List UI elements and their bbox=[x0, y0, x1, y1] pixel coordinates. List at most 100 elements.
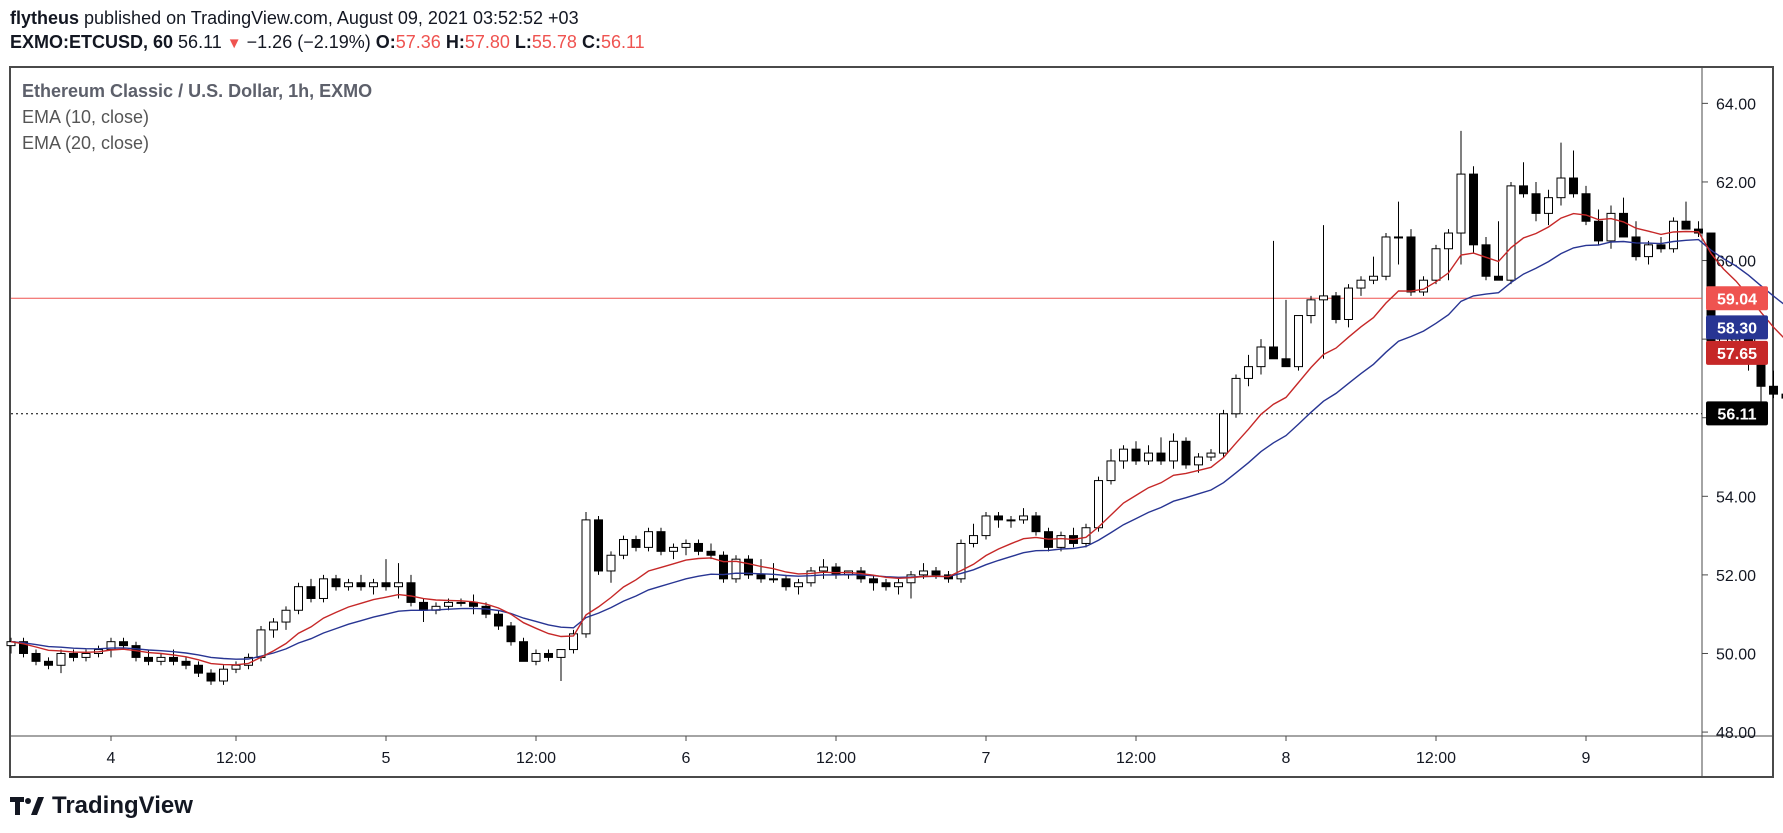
x-tick-label: 12:00 bbox=[1116, 750, 1156, 767]
price-axis-label: 57.65 bbox=[1717, 346, 1757, 363]
last-price: 56.11 bbox=[178, 32, 222, 52]
candle-body bbox=[531, 652, 541, 662]
author-name[interactable]: flytheus bbox=[10, 8, 80, 28]
price-axis-label: 58.30 bbox=[1717, 320, 1757, 337]
footer-branding[interactable]: TradingView bbox=[10, 792, 193, 820]
candle-body bbox=[1294, 315, 1303, 368]
candle-body bbox=[831, 566, 841, 576]
candle-body bbox=[294, 586, 303, 611]
legend-ema10[interactable]: EMA (10, close) bbox=[22, 107, 150, 127]
candle-body bbox=[356, 582, 366, 588]
candle-body bbox=[1256, 346, 1266, 368]
candle-body bbox=[1406, 236, 1416, 293]
candle-body bbox=[156, 656, 166, 662]
candle-body bbox=[819, 566, 828, 572]
candle-body bbox=[519, 641, 528, 662]
candle-body bbox=[1056, 535, 1066, 548]
candle-body bbox=[206, 672, 216, 682]
price-axis-label: 59.04 bbox=[1717, 291, 1757, 308]
candle-body bbox=[1519, 185, 1528, 195]
candle-body bbox=[44, 660, 53, 666]
candle-body bbox=[1169, 440, 1178, 462]
chart-frame[interactable] bbox=[9, 66, 1774, 778]
candle-body bbox=[556, 649, 566, 658]
open-label: O: bbox=[375, 32, 396, 52]
chart-legend: Ethereum Classic / U.S. Dollar, 1h, EXMO… bbox=[22, 78, 372, 156]
x-tick-label: 6 bbox=[682, 750, 691, 767]
candle-body bbox=[494, 613, 503, 627]
candle-body bbox=[506, 625, 516, 643]
candle-body bbox=[931, 570, 941, 576]
candle-body bbox=[1269, 346, 1278, 360]
tradingview-logo-icon bbox=[10, 797, 44, 815]
candle-body bbox=[169, 656, 178, 662]
candle-body bbox=[1281, 358, 1291, 368]
candle-body bbox=[644, 531, 653, 548]
candle-body bbox=[1394, 236, 1403, 239]
candle-body bbox=[781, 578, 791, 588]
x-tick-label: 12:00 bbox=[216, 750, 256, 767]
candle-body bbox=[256, 629, 266, 658]
y-tick-label: 52.00 bbox=[1716, 568, 1756, 585]
candle-body bbox=[319, 578, 328, 599]
candle-body bbox=[1231, 377, 1241, 415]
candle-body bbox=[669, 546, 678, 552]
candle-body bbox=[269, 621, 278, 631]
candle-body bbox=[1556, 177, 1566, 199]
candle-body bbox=[19, 641, 28, 654]
candle-body bbox=[119, 641, 128, 647]
y-tick-label: 60.00 bbox=[1716, 254, 1756, 271]
candle-body bbox=[744, 558, 753, 576]
low-label: L: bbox=[514, 32, 532, 52]
price-axis-label-box bbox=[1706, 286, 1768, 311]
candle-body bbox=[481, 605, 491, 615]
candle-body bbox=[331, 578, 341, 588]
high-label: H: bbox=[445, 32, 465, 52]
price-axis-label-box bbox=[1706, 315, 1768, 340]
candle-body bbox=[1431, 248, 1441, 281]
candle-body bbox=[1644, 244, 1653, 258]
ema10-line bbox=[10, 212, 1783, 666]
candle-body bbox=[1494, 275, 1503, 281]
candle-body bbox=[1581, 193, 1591, 222]
x-tick-label: 12:00 bbox=[1416, 750, 1456, 767]
price-axis-label: 56.11 bbox=[1717, 406, 1756, 423]
candle-body bbox=[1306, 299, 1316, 317]
candle-body bbox=[1619, 212, 1628, 238]
candle-body bbox=[919, 570, 928, 576]
candle-body bbox=[881, 582, 891, 588]
legend-ema20[interactable]: EMA (20, close) bbox=[22, 133, 150, 153]
candle-body bbox=[406, 582, 416, 603]
candle-body bbox=[1194, 456, 1203, 466]
high-value: 57.80 bbox=[464, 32, 510, 52]
price-change: −1.26 (−2.19%) bbox=[246, 32, 371, 52]
candle-body bbox=[869, 578, 878, 584]
close-value: 56.11 bbox=[600, 32, 645, 52]
candle-body bbox=[31, 652, 41, 662]
y-tick-label: 54.00 bbox=[1716, 489, 1756, 506]
candle-body bbox=[369, 582, 378, 588]
legend-title[interactable]: Ethereum Classic / U.S. Dollar, 1h, EXMO bbox=[22, 81, 373, 101]
candle-body bbox=[281, 609, 291, 623]
publish-line: flytheus published on TradingView.com, A… bbox=[10, 6, 645, 30]
candle-body bbox=[1569, 177, 1578, 195]
price-axis-label-box bbox=[1706, 401, 1768, 426]
x-tick-label: 12:00 bbox=[816, 750, 856, 767]
candle-body bbox=[1444, 232, 1453, 250]
candle-body bbox=[1344, 287, 1353, 320]
y-tick-label: 62.00 bbox=[1716, 175, 1756, 192]
candle-body bbox=[1244, 366, 1253, 379]
candle-body bbox=[969, 535, 978, 544]
y-tick-label: 48.00 bbox=[1716, 725, 1756, 742]
candle-body bbox=[444, 601, 453, 607]
candle-body bbox=[769, 578, 778, 581]
y-tick-label: 64.00 bbox=[1716, 96, 1756, 113]
candle-body bbox=[1756, 362, 1766, 387]
candle-body bbox=[394, 582, 403, 588]
candle-body bbox=[619, 539, 628, 556]
y-tick-label: 50.00 bbox=[1716, 646, 1756, 663]
open-value: 57.36 bbox=[395, 32, 441, 52]
candle-body bbox=[806, 570, 816, 584]
candle-body bbox=[181, 660, 191, 666]
